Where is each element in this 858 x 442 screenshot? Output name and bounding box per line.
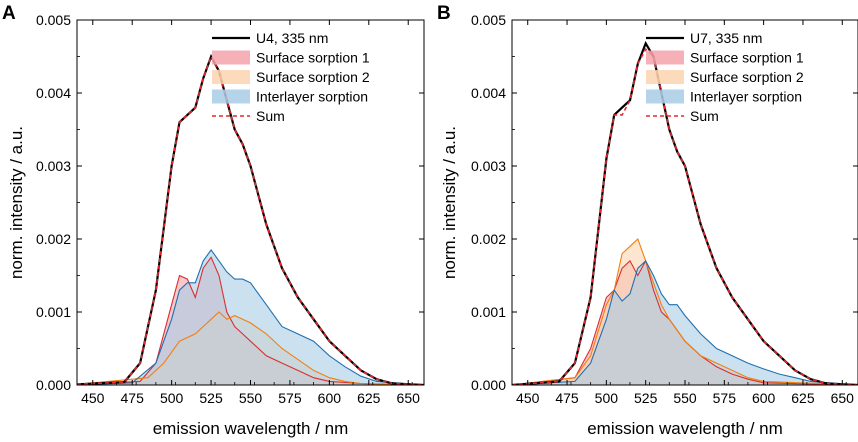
x-tick-label: 650 — [397, 390, 421, 406]
series-line-surface-sorption-2 — [512, 238, 858, 385]
legend: U7, 335 nm Surface sorption 1 Surface sorp… — [646, 30, 804, 124]
y-tick-label: 0.000 — [36, 377, 71, 393]
legend-label-surface-sorption-2: Surface sorption 2 — [690, 69, 804, 85]
legend-label-interlayer-sorption: Interlayer sorption — [690, 89, 802, 105]
series-line-sum — [512, 47, 858, 385]
legend-swatch-surface-sorption-2 — [212, 70, 250, 84]
legend-label-sum: Sum — [690, 108, 719, 124]
x-tick-label: 475 — [121, 390, 145, 406]
legend-label-u4-335-nm: U4, 335 nm — [256, 30, 328, 46]
x-axis-label: emission wavelength / nm — [587, 419, 783, 438]
y-tick-label: 0.001 — [36, 304, 71, 320]
x-tick-label: 525 — [634, 390, 658, 406]
y-axis-label: norm. intensity / a.u. — [440, 126, 459, 279]
panel-letter: A — [2, 3, 16, 24]
y-tick-label: 0.002 — [36, 231, 71, 247]
chart-panel-a: 450 475 500 525 550 575 600 625 650 0.000 0.001 0.0… — [7, 12, 425, 438]
legend-swatch-interlayer-sorption — [212, 89, 250, 104]
series-line-surface-sorption-1 — [77, 256, 424, 385]
legend-label-sum: Sum — [256, 108, 285, 124]
legend-label-surface-sorption-1: Surface sorption 1 — [256, 50, 370, 66]
legend-label-surface-sorption-1: Surface sorption 1 — [690, 50, 804, 66]
x-tick-label: 525 — [199, 390, 223, 406]
y-tick-label: 0.002 — [471, 231, 506, 247]
series-line-surface-sorption-2 — [77, 311, 424, 385]
x-tick-label: 600 — [318, 390, 342, 406]
x-tick-label: 450 — [81, 390, 105, 406]
x-tick-label: 650 — [831, 390, 855, 406]
x-tick-label: 575 — [278, 390, 302, 406]
y-tick-label: 0.004 — [36, 85, 71, 101]
x-axis-label: emission wavelength / nm — [153, 419, 349, 438]
series-area-interlayer-sorption — [512, 260, 858, 385]
legend-label-u7-335-nm: U7, 335 nm — [690, 30, 762, 46]
x-tick-label: 600 — [752, 390, 776, 406]
series-line-interlayer-sorption — [77, 248, 424, 385]
plot-area — [77, 53, 424, 385]
y-tick-label: 0.005 — [36, 12, 71, 28]
x-tick-label: 500 — [160, 390, 184, 406]
x-tick-label: 575 — [713, 390, 737, 406]
x-tick-label: 625 — [791, 390, 815, 406]
x-tick-label: 500 — [595, 390, 619, 406]
legend-swatch-surface-sorption-1 — [212, 50, 250, 65]
legend-swatch-interlayer-sorption — [646, 89, 684, 104]
x-tick-label: 450 — [516, 390, 540, 406]
x-tick-label: 475 — [555, 390, 579, 406]
y-tick-label: 0.003 — [471, 158, 506, 174]
chart-panel-b: 450 475 500 525 550 575 600 625 650 0.000 0.001 0.0… — [440, 12, 858, 438]
legend: U4, 335 nm Surface sorption 1 Surface sorp… — [212, 30, 370, 124]
y-tick-label: 0.005 — [471, 12, 506, 28]
series-area-interlayer-sorption — [77, 249, 424, 385]
series-line-interlayer-sorption — [512, 260, 858, 385]
y-tick-label: 0.003 — [36, 158, 71, 174]
plot-area — [512, 40, 858, 385]
y-tick-label: 0.004 — [471, 85, 506, 101]
legend-label-interlayer-sorption: Interlayer sorption — [256, 89, 368, 105]
legend-label-surface-sorption-2: Surface sorption 2 — [256, 69, 370, 85]
y-tick-label: 0.000 — [471, 377, 506, 393]
panel-letter: B — [437, 3, 451, 24]
x-tick-label: 550 — [239, 390, 263, 406]
series-line-surface-sorption-1 — [512, 259, 858, 385]
legend-swatch-surface-sorption-1 — [646, 50, 684, 65]
series-line-sum — [77, 54, 424, 385]
x-tick-label: 550 — [673, 390, 697, 406]
y-axis-label: norm. intensity / a.u. — [7, 126, 26, 279]
legend-swatch-surface-sorption-2 — [646, 70, 684, 84]
y-tick-label: 0.001 — [471, 304, 506, 320]
x-tick-label: 625 — [357, 390, 381, 406]
